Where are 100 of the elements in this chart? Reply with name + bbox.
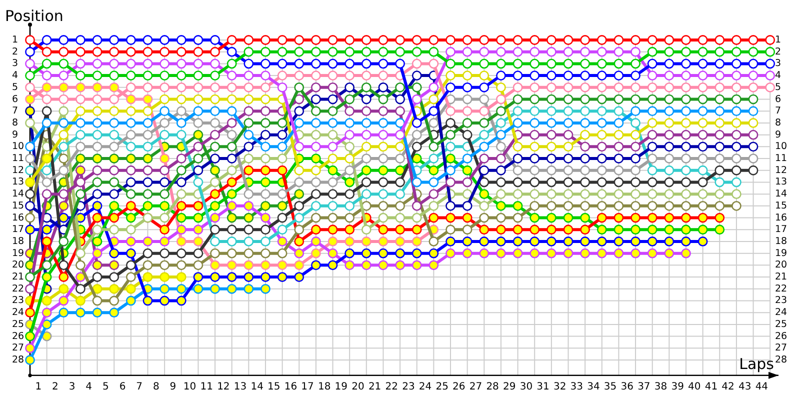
point <box>395 118 405 128</box>
point <box>698 224 708 235</box>
point <box>412 46 422 57</box>
point <box>142 130 153 140</box>
point <box>328 224 338 235</box>
point <box>361 165 372 176</box>
point <box>109 82 120 92</box>
point <box>25 272 35 282</box>
point <box>546 189 556 200</box>
point <box>176 118 186 128</box>
point <box>142 165 153 176</box>
point <box>378 46 388 57</box>
point <box>748 154 758 164</box>
point <box>378 142 388 152</box>
point <box>142 154 153 164</box>
point <box>126 260 136 270</box>
point <box>732 142 742 152</box>
point <box>193 284 204 294</box>
point <box>193 236 204 246</box>
point <box>512 200 523 211</box>
point <box>344 165 355 176</box>
point <box>546 165 556 176</box>
point <box>479 82 490 92</box>
point <box>614 236 624 246</box>
point <box>496 82 506 92</box>
point <box>260 35 270 45</box>
point <box>479 165 490 176</box>
point <box>58 35 69 45</box>
point <box>630 142 640 152</box>
point <box>294 177 304 188</box>
point <box>614 46 624 57</box>
x-tick-label: 39 <box>671 381 684 392</box>
point <box>193 130 204 140</box>
point <box>748 94 758 104</box>
x-tick-label: 24 <box>418 381 432 392</box>
point <box>596 142 607 152</box>
y-tick-label: 6 <box>12 94 18 105</box>
point <box>681 82 691 92</box>
point <box>160 165 170 176</box>
point <box>328 46 338 57</box>
point <box>446 165 456 176</box>
point <box>630 212 640 223</box>
point <box>176 212 186 223</box>
point <box>479 248 490 258</box>
point <box>446 177 456 188</box>
point <box>378 260 388 270</box>
point <box>193 272 204 282</box>
y-tick-label: 24 <box>12 307 24 318</box>
point <box>210 236 220 246</box>
point <box>714 142 725 152</box>
point <box>698 142 708 152</box>
point <box>210 106 220 116</box>
point <box>109 118 120 128</box>
point <box>126 189 136 200</box>
point <box>260 118 270 128</box>
x-tick-label: 44 <box>755 381 768 392</box>
point <box>614 106 624 116</box>
point <box>479 118 490 128</box>
point <box>732 177 742 188</box>
point <box>496 236 506 246</box>
point <box>596 189 607 200</box>
point <box>479 58 490 69</box>
x-tick-label: 42 <box>722 381 734 392</box>
point <box>698 236 708 246</box>
point <box>25 118 35 128</box>
point <box>176 272 186 282</box>
point <box>378 94 388 104</box>
point <box>714 154 725 164</box>
point <box>25 142 35 152</box>
point <box>496 46 506 57</box>
point <box>109 106 120 116</box>
point <box>563 177 574 188</box>
point <box>328 35 338 45</box>
point <box>732 35 742 45</box>
point <box>748 130 758 140</box>
y2-tick-label: 17 <box>775 224 788 236</box>
point <box>310 106 321 116</box>
point <box>310 46 321 57</box>
point <box>277 142 288 152</box>
point <box>614 177 624 188</box>
point <box>260 46 270 57</box>
point <box>596 224 607 235</box>
point <box>244 212 254 223</box>
point <box>596 154 607 164</box>
x-tick-label: 23 <box>402 381 415 392</box>
point <box>614 200 624 211</box>
point <box>530 46 540 57</box>
point <box>294 46 304 57</box>
point <box>294 70 304 80</box>
point <box>546 94 556 104</box>
point <box>630 248 640 258</box>
point <box>126 284 136 294</box>
point <box>664 130 674 140</box>
point <box>344 189 355 200</box>
point <box>244 272 254 282</box>
point <box>76 82 86 92</box>
point <box>462 189 472 200</box>
point <box>664 236 674 246</box>
point <box>512 94 523 104</box>
point <box>160 296 170 306</box>
